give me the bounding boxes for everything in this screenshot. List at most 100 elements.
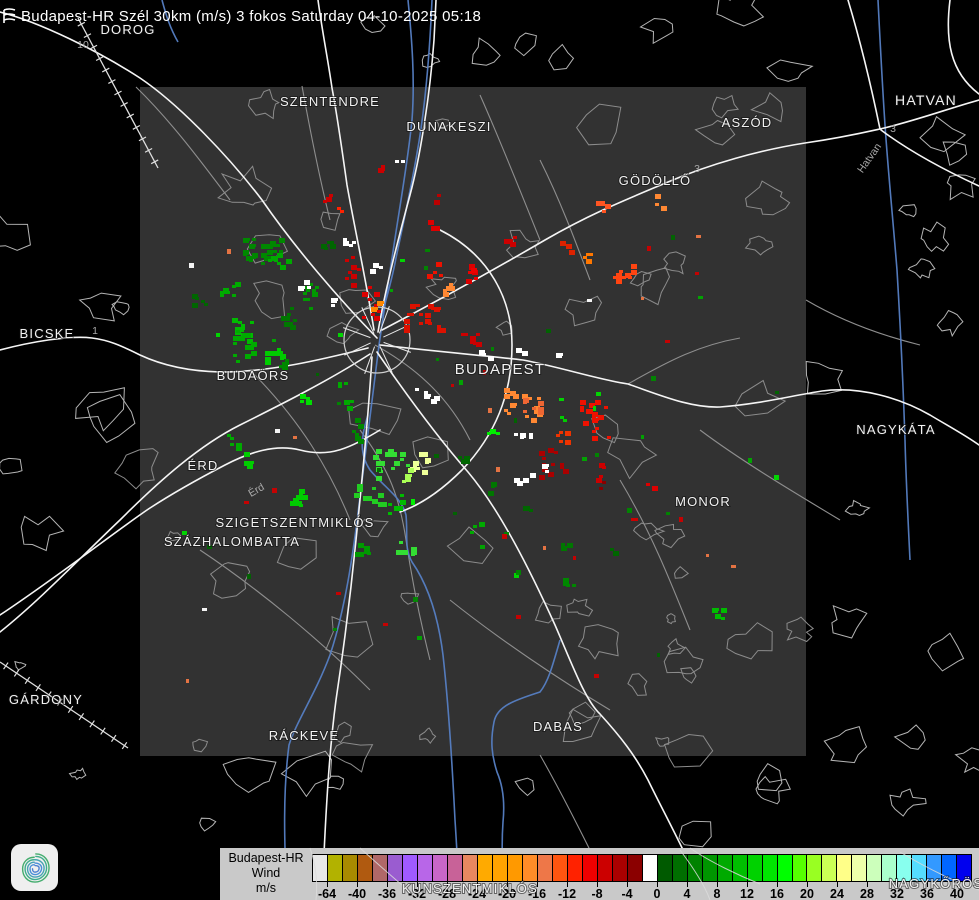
echo-pixel [548, 448, 554, 453]
tick-mark [867, 882, 868, 887]
echo-pixel [300, 400, 304, 403]
echo-pixel [261, 262, 265, 265]
boundary-outline [333, 721, 352, 744]
road-secondary-path [479, 94, 541, 241]
echo-pixel [355, 418, 361, 423]
city-label: DUNAKESZI [406, 119, 491, 134]
echo-speckle [186, 679, 189, 683]
boundary-outline [68, 767, 87, 781]
echo-cluster [596, 201, 611, 213]
echo-pixel [396, 550, 402, 555]
tick-mark [897, 882, 898, 887]
echo-pixel [306, 289, 310, 292]
echo-pixel [401, 160, 405, 163]
echo-pixel [425, 319, 431, 324]
echo-pixel [290, 307, 294, 310]
road-label: 1 [92, 325, 98, 337]
echo-speckle [775, 391, 779, 394]
echo-speckle [647, 246, 651, 251]
boundary-outline [734, 379, 787, 417]
color-scale-cell [732, 855, 748, 881]
city-street [364, 346, 376, 374]
railway-tick [150, 159, 159, 165]
tick-label: -28 [437, 887, 457, 900]
color-scale-cell [777, 855, 793, 881]
echo-pixel [516, 348, 522, 353]
echo-pixel [352, 430, 356, 433]
echo-cluster [470, 522, 485, 534]
echo-pixel [267, 244, 273, 249]
city-street [343, 327, 371, 339]
color-scale-cell [432, 855, 448, 881]
boundary-outline [78, 292, 122, 322]
echo-pixel [565, 431, 569, 434]
echo-pixel [411, 550, 417, 555]
echo-pixel [596, 478, 602, 483]
railway-tick [24, 676, 31, 685]
echo-pixel [513, 403, 517, 406]
echo-pixel [242, 333, 246, 336]
echo-pixel [488, 491, 494, 496]
echo-pixel [545, 464, 549, 467]
echo-speckle [641, 435, 644, 439]
echo-pixel [607, 436, 611, 439]
echo-cluster [378, 165, 385, 173]
echo-cluster [488, 482, 497, 496]
echo-speckle [706, 554, 709, 557]
echo-pixel [303, 298, 307, 301]
color-scale-cell [582, 855, 598, 881]
echo-pixel [306, 298, 310, 301]
echo-pixel [286, 259, 292, 264]
echo-pixel [510, 391, 516, 396]
echo-pixel [374, 316, 380, 321]
echo-speckle [417, 636, 422, 640]
echo-pixel [610, 548, 614, 551]
echo-pixel [538, 401, 544, 406]
city-label: SZIGETSZENTMIKLÓS [215, 515, 374, 530]
echo-cluster [298, 280, 311, 291]
echo-pixel [227, 434, 231, 437]
tick-mark [657, 882, 658, 887]
echo-pixel [279, 238, 285, 243]
echo-cluster [613, 264, 637, 284]
boundary-outline [663, 646, 704, 675]
tick-mark [627, 882, 628, 887]
boundary-outline [575, 103, 622, 146]
boundary-outline [716, 0, 765, 27]
boundary-outline [640, 267, 671, 306]
railway-tick [57, 698, 63, 706]
echo-pixel [580, 400, 586, 405]
echo-cluster [281, 307, 297, 330]
echo-speckle [595, 453, 599, 457]
echo-pixel [586, 253, 590, 256]
echo-speckle [641, 297, 644, 300]
echo-pixel [355, 552, 361, 557]
echo-speckle [594, 674, 599, 678]
echo-pixel [551, 463, 555, 466]
echo-pixel [306, 400, 312, 405]
echo-speckle [272, 488, 277, 493]
echo-speckle [582, 457, 587, 461]
echo-pixel [385, 452, 391, 457]
color-scale-cell [552, 855, 568, 881]
echo-pixel [592, 412, 598, 417]
river-path [877, 0, 911, 561]
echo-pixel [439, 274, 443, 277]
boundary-outline [327, 775, 345, 790]
boundary-outline [421, 52, 441, 68]
boundary-outline [711, 94, 740, 119]
echo-pixel [381, 168, 385, 171]
echo-pixel [513, 236, 517, 239]
echo-cluster [396, 541, 417, 556]
echo-pixel [379, 461, 385, 466]
echo-speckle [338, 333, 343, 337]
boundary-outline [936, 309, 964, 338]
echo-pixel [622, 276, 626, 279]
echo-pixel [400, 452, 406, 457]
echo-speckle [424, 266, 428, 270]
boundary-outline [360, 15, 386, 34]
echo-pixel [400, 500, 406, 505]
echo-cluster [646, 483, 658, 491]
echo-pixel [613, 551, 619, 556]
echo-cluster [323, 194, 333, 203]
